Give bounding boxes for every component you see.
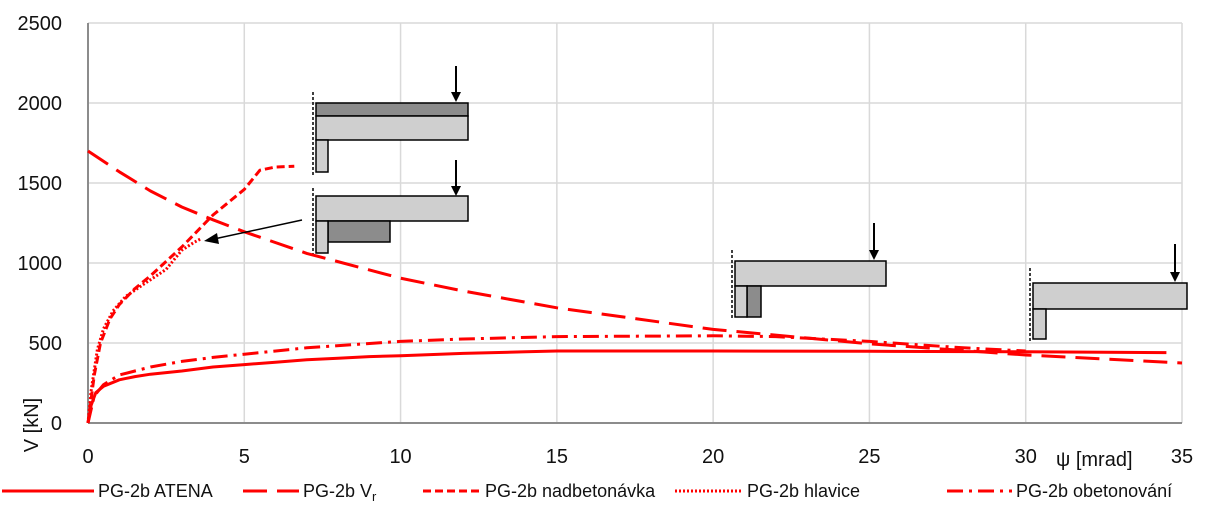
legend-label-3: PG-2b hlavice — [747, 481, 860, 501]
x-axis-title: ψ [mrad] — [1056, 449, 1133, 471]
legend-label-0: PG-2b ATENA — [98, 481, 213, 501]
x-tick-label: 10 — [389, 446, 411, 468]
legend-label-1: PG-2b Vr — [303, 481, 377, 504]
slab — [315, 115, 469, 141]
x-tick-label: 30 — [1015, 446, 1037, 468]
column-strengthened — [746, 285, 762, 318]
legend-label-4: PG-2b obetonování — [1016, 481, 1172, 501]
slab — [1032, 282, 1188, 310]
slab — [315, 195, 469, 222]
y-tick-label: 0 — [51, 413, 62, 435]
y-axis-title: V [kN] — [21, 398, 43, 452]
x-tick-label: 35 — [1171, 446, 1193, 468]
x-tick-label: 0 — [82, 446, 93, 468]
y-tick-label: 500 — [29, 333, 62, 355]
legend: PG-2b ATENA PG-2b Vr PG-2b nadbetonávka PG-… — [2, 481, 1172, 504]
annotation-arrow-line — [213, 219, 303, 240]
series-line-2 — [86, 164, 295, 424]
grid-layer — [87, 22, 1183, 424]
y-tick-label: 2500 — [18, 13, 63, 35]
series-layer — [86, 149, 1183, 424]
x-tick-label: 15 — [546, 446, 568, 468]
slab — [734, 260, 887, 287]
x-tick-label: 5 — [239, 446, 250, 468]
annotation-layer — [204, 219, 303, 244]
schematic-nadbetonavka — [312, 66, 469, 175]
load-arrow-head — [869, 250, 879, 260]
schematic-hlavice — [312, 160, 469, 256]
legend-label-2: PG-2b nadbetonávka — [485, 481, 656, 501]
annotation-arrow-head — [204, 233, 219, 244]
load-arrow-head — [1170, 272, 1180, 282]
series-line-4 — [86, 334, 1026, 424]
y-tick-label: 1000 — [18, 253, 63, 275]
series-line-0 — [86, 349, 1167, 424]
y-tick-label: 2000 — [18, 93, 63, 115]
x-tick-label: 20 — [702, 446, 724, 468]
column — [315, 139, 329, 173]
topping-layer — [315, 102, 469, 117]
column — [315, 220, 329, 254]
load-arrow-head — [451, 186, 461, 196]
column — [734, 285, 748, 318]
x-tick-label: 25 — [858, 446, 880, 468]
column — [1032, 308, 1047, 340]
tick-layer: 0 500 1000 1500 2000 2500 0 5 10 15 20 25 30 35 — [18, 13, 1194, 468]
load-arrow-head — [451, 92, 461, 102]
series-line-3 — [86, 237, 202, 424]
schematic-obetonovani — [1029, 244, 1188, 342]
column-capital — [327, 220, 391, 243]
y-tick-label: 1500 — [18, 173, 63, 195]
schematic-layer — [312, 66, 1188, 342]
schematic-atena — [731, 223, 887, 320]
